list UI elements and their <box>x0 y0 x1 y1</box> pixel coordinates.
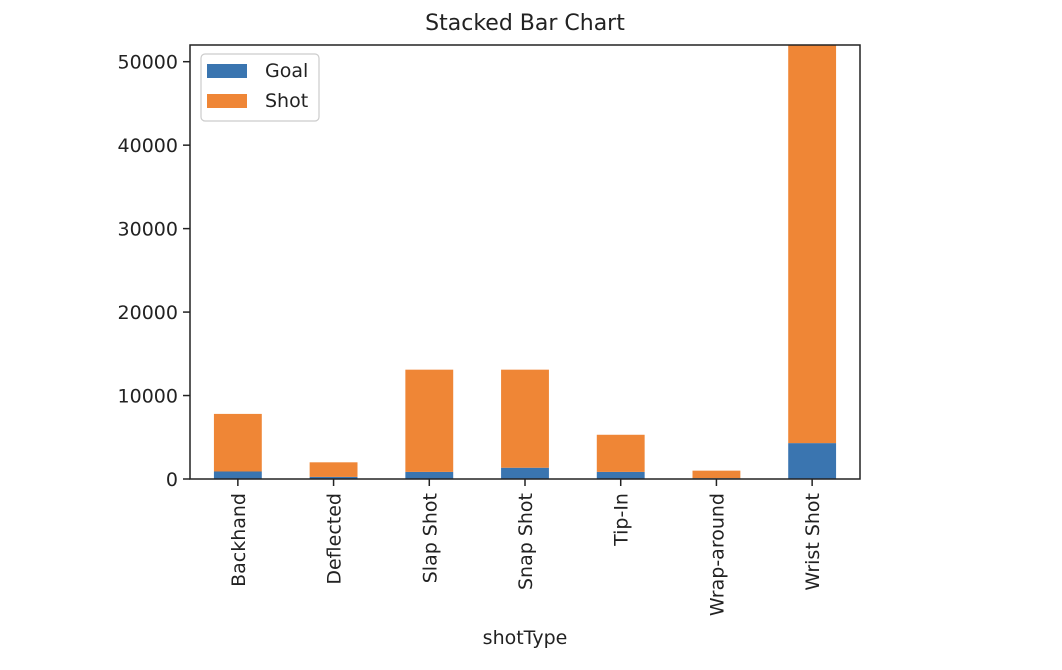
bar-shot-wrist-shot <box>788 45 837 444</box>
bar-goal-deflected <box>309 476 358 479</box>
x-tick-label-snap-shot: Snap Shot <box>515 493 537 590</box>
bar-goal-wrist-shot <box>788 443 837 479</box>
x-tick-label-tip-in: Tip-In <box>611 493 633 547</box>
x-tick-label-backhand: Backhand <box>228 493 250 587</box>
bar-goal-snap-shot <box>501 467 549 479</box>
x-axis: Backhand Deflected Slap Shot Snap Shot Tip-I… <box>228 479 824 616</box>
y-tick-label: 20000 <box>118 302 178 324</box>
bar-shot-slap-shot <box>405 369 454 472</box>
x-tick-label-wrap-around: Wrap-around <box>706 493 728 616</box>
chart-title: Stacked Bar Chart <box>425 11 625 36</box>
bars-layer <box>213 45 837 479</box>
y-tick-label: 50000 <box>118 52 178 74</box>
bar-goal-backhand <box>213 471 262 479</box>
legend-swatch-shot <box>207 94 247 108</box>
bar-shot-snap-shot <box>501 369 549 468</box>
x-tick-label-deflected: Deflected <box>324 493 346 585</box>
bar-goal-slap-shot <box>405 471 454 479</box>
x-axis-label: shotType <box>483 627 568 649</box>
x-tick-label-wrist-shot: Wrist Shot <box>802 493 824 591</box>
bar-shot-tip-in <box>596 434 645 472</box>
y-tick-label: 40000 <box>118 135 178 157</box>
bar-shot-backhand <box>213 413 262 472</box>
y-tick-label: 10000 <box>118 386 178 408</box>
y-axis: 0 10000 20000 30000 40000 50000 <box>118 52 190 491</box>
bar-shot-wrap-around <box>692 470 741 479</box>
legend-swatch-goal <box>207 64 247 78</box>
bar-goal-tip-in <box>596 471 645 479</box>
legend: Goal Shot <box>200 53 320 122</box>
y-tick-label: 30000 <box>118 219 178 241</box>
y-tick-label: 0 <box>166 469 178 491</box>
legend-label-goal: Goal <box>265 60 308 82</box>
bar-shot-deflected <box>309 462 358 477</box>
legend-label-shot: Shot <box>265 90 308 112</box>
x-tick-label-slap-shot: Slap Shot <box>419 493 441 583</box>
